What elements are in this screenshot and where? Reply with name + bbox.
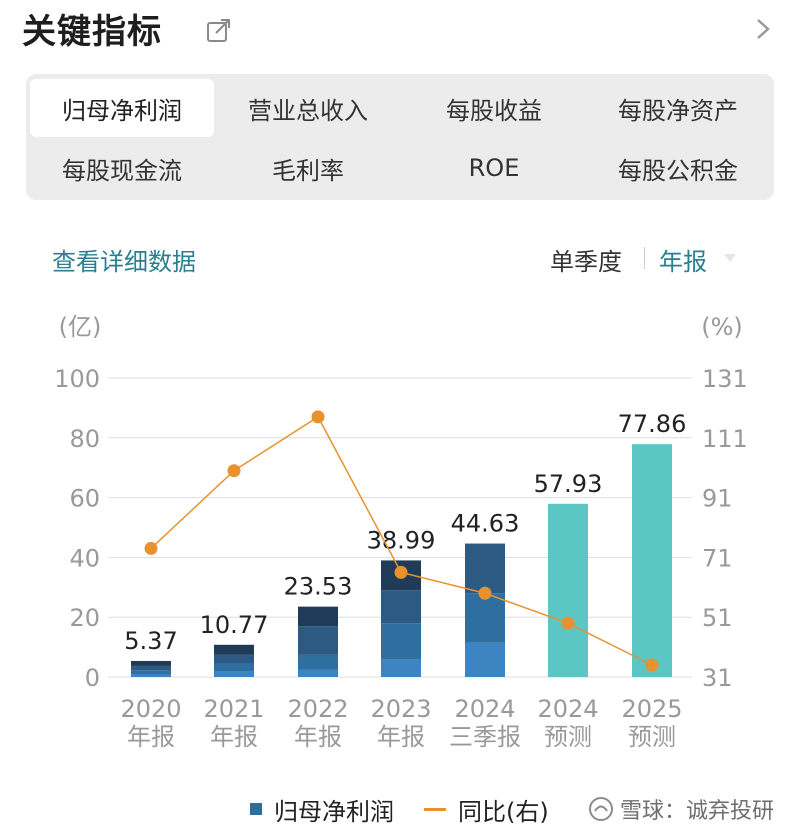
bar-value-label: 10.77 bbox=[200, 611, 269, 639]
tab-total-revenue[interactable]: 营业总收入 bbox=[248, 96, 368, 125]
watermark-text: 雪球：诚弃投研 bbox=[620, 799, 775, 824]
yoy-point bbox=[311, 410, 325, 424]
y-right-tick-label: 31 bbox=[702, 664, 733, 692]
x-tick-label-period: 预测 bbox=[544, 723, 592, 751]
metric-tabs: 归母净利润 营业总收入 每股收益 每股净资产 每股现金流 毛利率 ROE 每股公… bbox=[26, 74, 774, 200]
tab-gross-margin[interactable]: 毛利率 bbox=[272, 156, 344, 185]
bar-segment-q3 bbox=[214, 654, 254, 664]
bar-segment-q1 bbox=[381, 659, 421, 677]
yoy-point bbox=[394, 565, 408, 579]
y-left-tick-label: 80 bbox=[69, 425, 100, 453]
right-axis-unit: (%) bbox=[701, 313, 743, 341]
y-right-tick-label: 111 bbox=[702, 425, 748, 453]
share-icon[interactable] bbox=[205, 16, 233, 44]
bar-segment-q1 bbox=[214, 671, 254, 677]
bar-value-label: 44.63 bbox=[451, 510, 520, 538]
x-tick-label-year: 2021 bbox=[203, 695, 264, 723]
x-tick-label-period: 年报 bbox=[127, 723, 175, 751]
x-tick-label-year: 2024 bbox=[537, 695, 598, 723]
y-left-tick-label: 100 bbox=[54, 365, 100, 393]
x-tick-label-year: 2023 bbox=[370, 695, 431, 723]
yoy-point bbox=[227, 464, 241, 478]
left-axis-unit: (亿) bbox=[59, 313, 102, 341]
x-tick-label-year: 2025 bbox=[621, 695, 682, 723]
y-left-tick-label: 40 bbox=[69, 544, 100, 572]
bar-forecast bbox=[548, 503, 588, 677]
legend-bar-label: 归母净利润 bbox=[274, 797, 394, 826]
y-right-tick-label: 51 bbox=[702, 604, 733, 632]
x-tick-label-year: 2020 bbox=[120, 695, 181, 723]
yoy-point bbox=[645, 658, 659, 672]
bar-segment-q3 bbox=[298, 626, 338, 655]
bar-forecast bbox=[632, 444, 672, 677]
tab-cash-flow-per-share[interactable]: 每股现金流 bbox=[62, 156, 182, 185]
bar-value-label: 57.93 bbox=[534, 470, 603, 498]
x-tick-label-period: 年报 bbox=[294, 723, 342, 751]
chart-legend: 归母净利润 同比(右) bbox=[250, 794, 549, 826]
tab-net-profit[interactable]: 归母净利润 bbox=[30, 79, 214, 137]
bar-segment-q2 bbox=[381, 623, 421, 660]
tab-bvps[interactable]: 每股净资产 bbox=[618, 96, 738, 125]
bar-value-label: 77.86 bbox=[618, 410, 687, 438]
chevron-right-icon[interactable] bbox=[752, 14, 774, 44]
bar-segment-q2 bbox=[131, 670, 171, 675]
x-tick-label-period: 年报 bbox=[377, 723, 425, 751]
bar-value-label: 38.99 bbox=[367, 526, 436, 554]
tab-eps[interactable]: 每股收益 bbox=[446, 96, 542, 125]
view-details-link[interactable]: 查看详细数据 bbox=[52, 248, 196, 276]
bar-segment-q4 bbox=[214, 644, 254, 655]
bar-value-label: 23.53 bbox=[284, 573, 353, 601]
x-tick-label-year: 2022 bbox=[287, 695, 348, 723]
period-annual-option[interactable]: 年报 bbox=[659, 248, 707, 276]
y-left-tick-label: 20 bbox=[69, 604, 100, 632]
tab-capital-reserve-per-share[interactable]: 每股公积金 bbox=[618, 156, 738, 185]
bar-segment-q4 bbox=[298, 606, 338, 627]
yoy-point bbox=[478, 586, 492, 600]
bar-segment-q1 bbox=[298, 669, 338, 677]
y-left-tick-label: 60 bbox=[69, 485, 100, 513]
legend-bar-swatch bbox=[250, 803, 262, 815]
legend-line-swatch bbox=[424, 807, 446, 811]
bar-segment-q4 bbox=[131, 660, 171, 666]
x-tick-label-period: 年报 bbox=[210, 723, 258, 751]
dropdown-triangle-icon[interactable] bbox=[724, 254, 736, 262]
y-right-tick-label: 91 bbox=[702, 485, 733, 513]
bar-segment-q2 bbox=[465, 593, 505, 643]
period-divider bbox=[644, 247, 645, 269]
period-quarterly-option[interactable]: 单季度 bbox=[550, 248, 622, 276]
bar-segment-q2 bbox=[298, 654, 338, 670]
y-right-tick-label: 131 bbox=[702, 365, 748, 393]
bar-segment-q1 bbox=[131, 674, 171, 677]
bar-segment-q3 bbox=[131, 665, 171, 671]
page-title: 关键指标 bbox=[22, 12, 162, 52]
bar-segment-q3 bbox=[465, 543, 505, 594]
watermark: 雪球：诚弃投研 bbox=[588, 794, 774, 824]
x-tick-label-year: 2024 bbox=[454, 695, 515, 723]
x-tick-label-period: 三季报 bbox=[449, 723, 521, 751]
yoy-point bbox=[561, 616, 575, 630]
header: 关键指标 bbox=[0, 0, 800, 60]
legend-line-label: 同比(右) bbox=[458, 797, 549, 826]
yoy-point bbox=[144, 541, 158, 555]
snowball-logo-icon bbox=[589, 797, 613, 821]
net-profit-chart: (亿) (%) 0 31 20 51 40 71 60 91 80 111 100 131 5.37 10.7… bbox=[54, 313, 748, 751]
bar-value-label: 5.37 bbox=[124, 627, 177, 655]
y-left-tick-label: 0 bbox=[85, 664, 100, 692]
tab-roe[interactable]: ROE bbox=[468, 154, 520, 182]
x-tick-label-period: 预测 bbox=[628, 723, 676, 751]
bar-segment-q2 bbox=[214, 663, 254, 672]
bar-segment-q3 bbox=[381, 590, 421, 624]
y-right-tick-label: 71 bbox=[702, 544, 733, 572]
bar-segment-q1 bbox=[465, 642, 505, 677]
